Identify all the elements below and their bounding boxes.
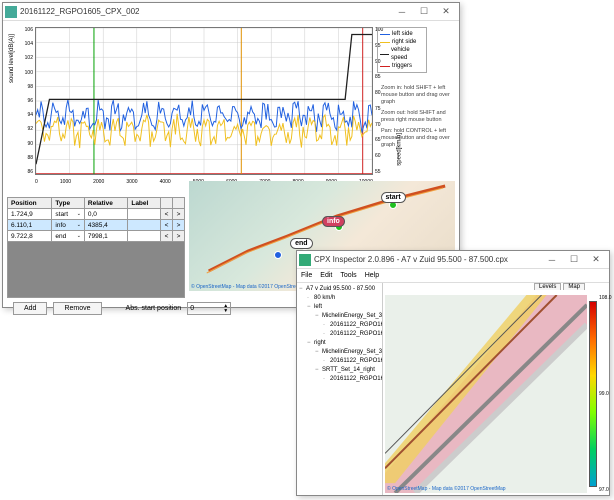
abs-start-input[interactable]: 0▲▼ (187, 302, 231, 315)
tree-node[interactable]: −right (299, 339, 380, 348)
maximize-button[interactable]: ☐ (413, 4, 435, 20)
chart-area: 10610410210098969492908886 1009590858075… (7, 23, 455, 193)
map-pin-end[interactable]: end (290, 238, 312, 249)
col-header[interactable]: Relative (84, 198, 127, 209)
map-pin-start[interactable]: start (381, 192, 406, 203)
tree-node[interactable]: −A7 v Zuid 95.500 - 87.500 (299, 285, 380, 294)
tree-node[interactable]: ·20161122_RGPO1605_CPX (299, 330, 380, 339)
row-prev-button[interactable]: < (161, 231, 173, 242)
table-row[interactable]: 9.722,8end ⌄7998,1<> (8, 231, 185, 242)
tree-node[interactable]: −SRTT_Set_14_right (299, 366, 380, 375)
menu-tools[interactable]: Tools (340, 272, 356, 279)
menu-edit[interactable]: Edit (320, 272, 332, 279)
chart-help-text: Zoom in: hold SHIFT + left mouse button … (381, 85, 453, 153)
close-button[interactable]: ✕ (435, 4, 457, 20)
col-header[interactable]: Label (128, 198, 161, 209)
tree-node[interactable]: −MichelinEnergy_Set_3_left (299, 312, 380, 321)
color-scale: 108.099.097.0 (589, 295, 607, 493)
levels-map[interactable]: © OpenStreetMap - Map data ©2017 OpenStr… (385, 295, 587, 493)
abs-start-label: Abs. start position (126, 305, 182, 312)
close-button[interactable]: ✕ (585, 252, 607, 268)
col-header[interactable]: Position (8, 198, 52, 209)
w2-title: CPX Inspector 2.0.896 - A7 v Zuid 95.500… (314, 255, 541, 264)
chart-plot[interactable] (35, 27, 373, 175)
tab-map[interactable]: Map (563, 283, 585, 290)
maximize-button[interactable]: ☐ (563, 252, 585, 268)
app-icon (299, 254, 311, 266)
app-icon (5, 6, 17, 18)
map-attribution: © OpenStreetMap - Map data ©2017 OpenStr… (387, 486, 506, 492)
tree-node[interactable]: −left (299, 303, 380, 312)
menu-bar: File Edit Tools Help (297, 269, 609, 283)
view-tabs: LevelsMap (534, 283, 585, 290)
tab-levels[interactable]: Levels (534, 283, 561, 290)
tree-node[interactable]: −MichelinEnergy_Set_3_right (299, 348, 380, 357)
y-axis-left-label: sound level[dB(A)] (9, 34, 15, 83)
row-prev-button[interactable]: < (161, 209, 173, 220)
row-next-button[interactable]: > (173, 231, 185, 242)
dataset-tree[interactable]: −A7 v Zuid 95.500 - 87.500·80 km/h−left−… (297, 283, 383, 495)
remove-button[interactable]: Remove (53, 302, 101, 315)
row-next-button[interactable]: > (173, 209, 185, 220)
minimize-button[interactable]: ─ (541, 252, 563, 268)
col-header[interactable]: Type (52, 198, 84, 209)
chart-legend: left sideright sidevehicle speedtriggers (377, 27, 427, 73)
map-attribution: © OpenStreetMap - Map data ©2017 OpenStr… (191, 284, 310, 290)
add-button[interactable]: Add (13, 302, 47, 315)
row-prev-button[interactable]: < (161, 220, 173, 231)
minimize-button[interactable]: ─ (391, 4, 413, 20)
table-filler (7, 242, 185, 298)
w1-title: 20161122_RGPO1605_CPX_002 (20, 7, 391, 16)
table-row[interactable]: 1.724,9start ⌄0,0<> (8, 209, 185, 220)
tree-node[interactable]: ·80 km/h (299, 294, 380, 303)
w2-titlebar: CPX Inspector 2.0.896 - A7 v Zuid 95.500… (297, 251, 609, 269)
menu-help[interactable]: Help (365, 272, 379, 279)
tree-node[interactable]: ·20161122_RGPO1605_CPX (299, 357, 380, 366)
tree-node[interactable]: ·20161122_RGPO1605_CPX (299, 321, 380, 330)
map-pin-info[interactable]: info (322, 216, 345, 227)
tree-node[interactable]: ·20161122_RGPO1605_CPX (299, 375, 380, 384)
menu-file[interactable]: File (301, 272, 312, 279)
w1-titlebar: 20161122_RGPO1605_CPX_002 ─ ☐ ✕ (3, 3, 459, 21)
table-row[interactable]: 6.110,1info ⌄4385,4<> (8, 220, 185, 231)
row-next-button[interactable]: > (173, 220, 185, 231)
